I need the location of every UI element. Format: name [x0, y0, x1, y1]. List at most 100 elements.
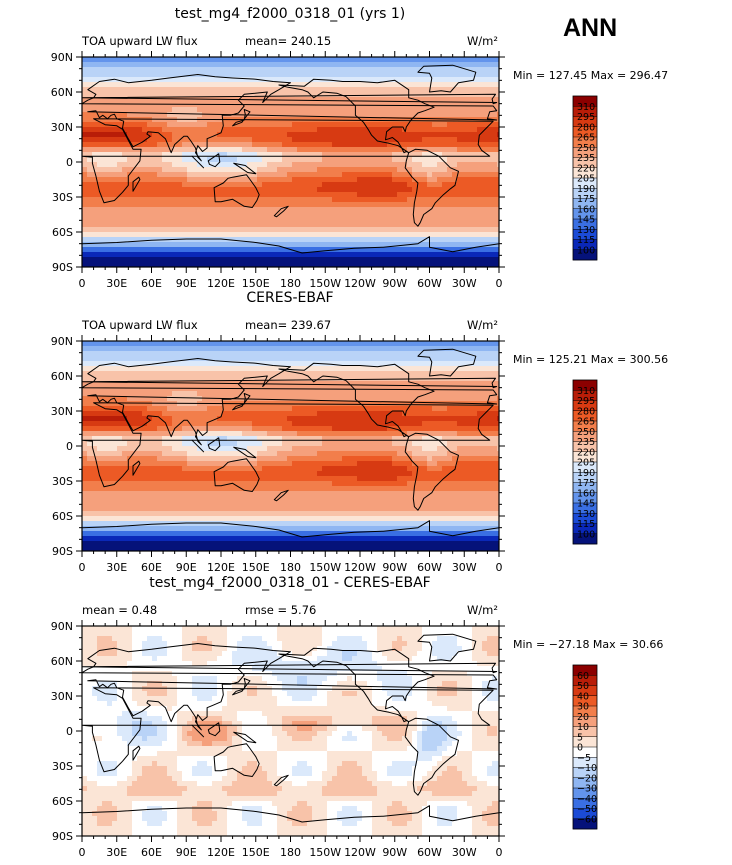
field-cell	[252, 212, 258, 218]
field-cell	[132, 87, 138, 93]
field-cell	[162, 197, 168, 203]
field-cell	[422, 122, 428, 128]
field-cell	[432, 57, 438, 63]
field-cell	[267, 162, 273, 168]
field-cell	[307, 242, 313, 248]
field-cell	[312, 396, 318, 402]
field-cell	[332, 242, 338, 248]
field-cell	[232, 157, 238, 163]
field-cell	[187, 177, 193, 183]
field-cell	[482, 242, 488, 248]
field-cell	[127, 62, 133, 68]
field-cell	[472, 252, 478, 258]
field-cell	[242, 227, 248, 233]
field-cell	[237, 187, 243, 193]
field-cell	[197, 67, 203, 73]
field-cell	[442, 192, 448, 198]
field-cell	[132, 147, 138, 153]
field-cell	[162, 227, 168, 233]
field-cell	[107, 222, 113, 228]
field-cell	[222, 177, 228, 183]
field-cell	[307, 371, 313, 377]
field-cell	[107, 252, 113, 258]
field-cell	[447, 72, 453, 78]
field-cell	[392, 122, 398, 128]
field-cell	[407, 102, 413, 108]
field-cell	[122, 202, 128, 208]
field-cell	[427, 252, 433, 258]
field-cell	[202, 57, 208, 63]
field-cell	[402, 177, 408, 183]
field-cell	[372, 107, 378, 113]
field-cell	[352, 62, 358, 68]
field-cell	[87, 192, 93, 198]
field-cell	[97, 142, 103, 148]
field-cell	[197, 87, 203, 93]
field-cell	[377, 67, 383, 73]
field-cell	[82, 152, 88, 158]
field-cell	[82, 172, 88, 178]
field-cell	[212, 222, 218, 228]
field-cell	[252, 411, 258, 417]
field-cell	[462, 77, 468, 83]
field-cell	[482, 87, 488, 93]
field-cell	[112, 92, 118, 98]
field-cell	[322, 167, 328, 173]
field-cell	[252, 391, 258, 397]
field-cell	[172, 346, 178, 352]
field-cell	[232, 212, 238, 218]
field-cell	[327, 152, 333, 158]
field-cell	[272, 157, 278, 163]
field-cell	[142, 411, 148, 417]
field-cell	[347, 396, 353, 402]
field-cell	[277, 87, 283, 93]
field-cell	[442, 212, 448, 218]
field-cell	[252, 127, 258, 133]
field-cell	[102, 207, 108, 213]
field-cell	[192, 227, 198, 233]
colorbar: 3102952802652502352202051901751601451301…	[572, 95, 598, 261]
field-cell	[472, 386, 478, 392]
field-cell	[352, 147, 358, 153]
field-cell	[362, 192, 368, 198]
field-cell	[167, 117, 173, 123]
colorbar-label: 280	[577, 122, 595, 133]
field-cell	[142, 366, 148, 372]
field-cell	[422, 371, 428, 377]
field-cell	[387, 192, 393, 198]
field-cell	[212, 107, 218, 113]
field-cell	[457, 252, 463, 258]
field-cell	[362, 381, 368, 387]
field-cell	[402, 197, 408, 203]
field-cell	[492, 192, 498, 198]
field-cell	[417, 62, 423, 68]
field-cell	[82, 381, 88, 387]
field-cell	[407, 142, 413, 148]
field-cell	[437, 401, 443, 407]
field-cell	[492, 247, 498, 253]
field-cell	[397, 127, 403, 133]
field-cell	[222, 107, 228, 113]
field-cell	[197, 182, 203, 188]
field-cell	[252, 152, 258, 158]
field-cell	[387, 97, 393, 103]
field-cell	[92, 152, 98, 158]
field-cell	[392, 242, 398, 248]
field-cell	[297, 242, 303, 248]
field-cell	[417, 386, 423, 392]
field-cell	[112, 212, 118, 218]
field-cell	[317, 107, 323, 113]
field-cell	[167, 406, 173, 412]
field-cell	[372, 192, 378, 198]
field-cell	[447, 341, 453, 347]
field-cell	[197, 137, 203, 143]
field-cell	[87, 127, 93, 133]
field-cell	[107, 202, 113, 208]
field-cell	[437, 127, 443, 133]
field-cell	[397, 346, 403, 352]
field-cell	[467, 67, 473, 73]
field-cell	[322, 132, 328, 138]
field-cell	[497, 132, 499, 138]
field-cell	[317, 222, 323, 228]
field-cell	[142, 192, 148, 198]
